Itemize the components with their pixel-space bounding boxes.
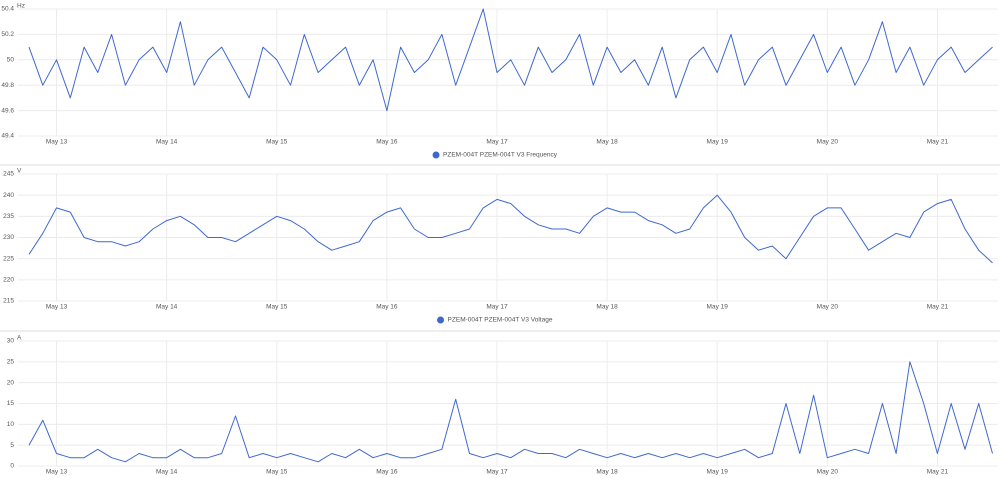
y-tick-label: 5: [10, 442, 14, 449]
x-tick-label: May 20: [817, 469, 839, 476]
y-tick-label: 25: [7, 359, 15, 366]
y-tick-label: 220: [3, 277, 14, 284]
y-tick-label: 215: [3, 298, 14, 305]
y-tick-label: 240: [3, 192, 14, 199]
x-tick-label: May 15: [266, 139, 288, 146]
series-line: [28, 8, 993, 112]
x-tick-label: May 18: [596, 139, 618, 146]
x-tick-label: May 15: [266, 469, 288, 476]
y-tick-label: 235: [3, 213, 14, 220]
x-tick-label: May 19: [707, 139, 729, 146]
x-tick-label: May 18: [596, 469, 618, 476]
x-tick-label: May 15: [266, 304, 288, 311]
x-tick-label: May 16: [376, 469, 398, 476]
x-tick-label: May 13: [46, 304, 68, 311]
y-tick-label: 20: [7, 379, 15, 386]
y-tick-label: 230: [3, 234, 14, 241]
y-tick-label: 49.8: [1, 82, 14, 89]
legend-swatch: [432, 151, 440, 159]
y-tick-label: 225: [3, 255, 14, 262]
x-tick-label: May 16: [376, 304, 398, 311]
x-tick-label: May 13: [46, 139, 68, 146]
y-tick-label: 50: [7, 57, 15, 64]
y-tick-label: 10: [7, 421, 15, 428]
y-tick-label: 50.2: [1, 31, 14, 38]
x-tick-label: May 17: [486, 139, 508, 146]
legend-label: PZEM-004T PZEM-004T V3 Frequency: [443, 152, 558, 159]
x-tick-label: May 19: [707, 304, 729, 311]
x-tick-label: May 14: [156, 469, 178, 476]
x-tick-label: May 14: [156, 304, 178, 311]
y-tick-label: 49.6: [1, 107, 14, 114]
x-tick-label: May 20: [817, 304, 839, 311]
y-tick-label: 245: [3, 171, 14, 178]
x-tick-label: May 17: [486, 304, 508, 311]
y-axis-unit: V: [17, 168, 22, 175]
series-line: [28, 194, 993, 264]
x-tick-label: May 13: [46, 469, 68, 476]
x-tick-label: May 19: [707, 469, 729, 476]
y-tick-label: 49.4: [1, 133, 14, 140]
y-axis-unit: Hz: [17, 3, 25, 10]
y-tick-label: 15: [7, 400, 15, 407]
x-tick-label: May 14: [156, 139, 178, 146]
y-tick-label: 50.4: [1, 6, 14, 13]
y-axis-unit: A: [17, 335, 22, 342]
x-tick-label: May 18: [596, 304, 618, 311]
x-tick-label: May 21: [927, 304, 949, 311]
x-tick-label: May 20: [817, 139, 839, 146]
x-tick-label: May 17: [486, 469, 508, 476]
y-tick-label: 0: [10, 463, 14, 470]
x-tick-label: May 16: [376, 139, 398, 146]
legend-swatch: [437, 316, 445, 324]
x-tick-label: May 21: [927, 139, 949, 146]
series-line: [28, 361, 993, 463]
legend-label: PZEM-004T PZEM-004T V3 Voltage: [448, 317, 553, 324]
y-tick-label: 30: [7, 338, 15, 345]
x-tick-label: May 21: [927, 469, 949, 476]
